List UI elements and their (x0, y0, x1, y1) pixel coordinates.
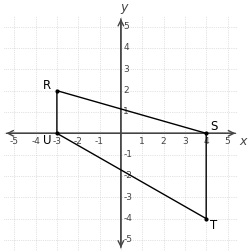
Text: 2: 2 (161, 137, 166, 145)
Text: -3: -3 (124, 193, 132, 202)
Text: x: x (239, 135, 246, 148)
Text: 4: 4 (203, 137, 209, 145)
Text: -4: -4 (31, 137, 40, 145)
Text: -2: -2 (124, 171, 132, 180)
Text: 5: 5 (225, 137, 230, 145)
Text: 2: 2 (124, 86, 129, 95)
Text: -1: -1 (95, 137, 104, 145)
Text: -2: -2 (74, 137, 83, 145)
Text: -1: -1 (124, 150, 132, 159)
Text: 1: 1 (124, 108, 129, 116)
Text: 3: 3 (182, 137, 188, 145)
Text: T: T (210, 218, 217, 232)
Text: -3: -3 (52, 137, 62, 145)
Text: 1: 1 (139, 137, 145, 145)
Text: -5: -5 (10, 137, 19, 145)
Text: -5: -5 (124, 235, 132, 244)
Text: 4: 4 (124, 44, 129, 52)
Text: -4: -4 (124, 214, 132, 223)
Text: S: S (210, 120, 217, 133)
Text: 3: 3 (124, 65, 129, 74)
Text: R: R (43, 79, 51, 92)
Text: U: U (43, 134, 52, 147)
Text: y: y (120, 1, 128, 14)
Text: 5: 5 (124, 22, 129, 31)
